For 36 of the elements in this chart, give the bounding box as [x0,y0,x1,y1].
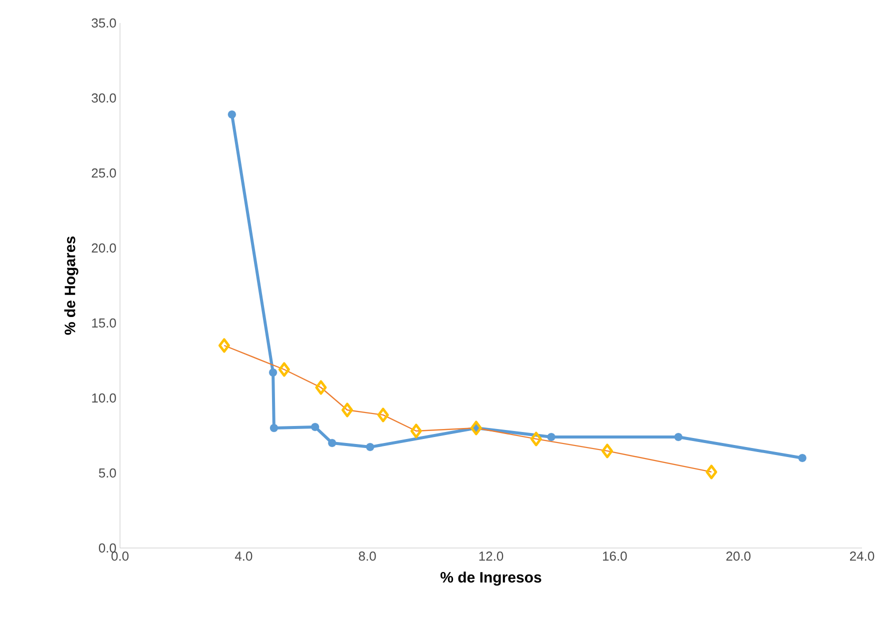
point [547,432,556,442]
x-tick-label: 24.0 [850,552,874,561]
y-tick-label: 0.0 [98,543,116,553]
point [470,420,482,436]
point [706,464,718,480]
y-tick-label: 5.0 [98,468,116,478]
point [602,444,614,458]
y-tick-label: 35.0 [92,18,116,28]
point [311,422,320,432]
point [674,432,682,442]
y-tick-label: 20.0 [92,243,116,253]
y-tick-label: 15.0 [92,318,116,328]
x-tick-label: 12.0 [479,552,504,561]
x-tick-label: 8.0 [358,552,376,561]
point [410,424,422,438]
point [341,402,353,418]
point [377,408,389,422]
point [268,368,278,377]
x-tick-label: 4.0 [234,552,252,561]
point [228,110,236,119]
y-axis-title: % de Hogares [64,236,78,335]
point [278,362,290,377]
point [530,432,542,446]
x-tick-label: 20.0 [726,552,750,561]
point [366,442,374,452]
x-tick-label: 16.0 [603,552,627,561]
point [315,380,327,395]
y-tick-label: 30.0 [92,93,116,103]
x-tick-label: 0.0 [111,552,129,561]
point [270,424,278,432]
point [798,454,806,462]
x-axis-title: % de Ingresos [440,572,542,586]
point [218,338,230,353]
y-tick-label: 10.0 [92,393,116,403]
y-tick-label: 25.0 [92,168,116,178]
point [328,438,336,448]
